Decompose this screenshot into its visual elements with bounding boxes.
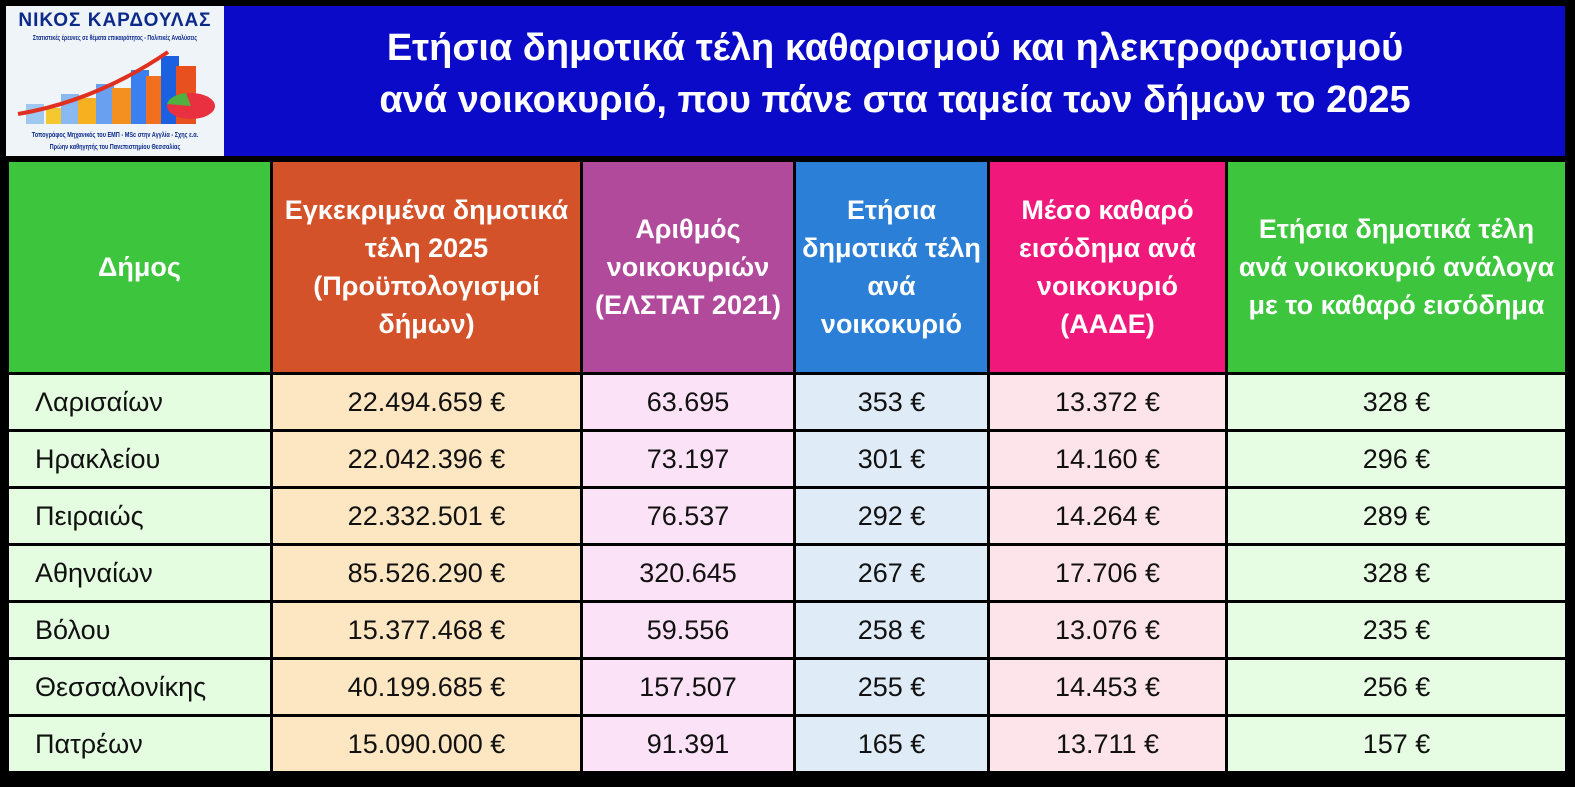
- value-cell: 40.199.685 €: [270, 657, 583, 717]
- logo-line-1: Τοπογράφος Μηχανικός του ΕΜΠ - MSc στην …: [31, 130, 199, 139]
- value-cell: 13.372 €: [987, 372, 1228, 432]
- municipality-cell: Πατρέων: [6, 714, 273, 774]
- value-cell: 296 €: [1225, 429, 1568, 489]
- value-cell: 235 €: [1225, 600, 1568, 660]
- value-cell: 14.160 €: [987, 429, 1228, 489]
- value-cell: 22.042.396 €: [270, 429, 583, 489]
- value-cell: 73.197: [580, 429, 796, 489]
- value-cell: 258 €: [793, 600, 990, 660]
- value-cell: 59.556: [580, 600, 796, 660]
- municipality-cell: Αθηναίων: [6, 543, 273, 603]
- value-cell: 14.453 €: [987, 657, 1228, 717]
- logo-name: ΝΙΚΟΣ ΚΑΡΔΟΥΛΑΣ: [18, 10, 212, 31]
- table-row: Βόλου 15.377.468 €59.556 258 €13.076 €235 …: [6, 600, 1568, 660]
- value-cell: 157.507: [580, 657, 796, 717]
- value-cell: 91.391: [580, 714, 796, 774]
- value-cell: 157 €: [1225, 714, 1568, 774]
- value-cell: 267 €: [793, 543, 990, 603]
- title-banner: [6, 6, 1565, 156]
- value-cell: 328 €: [1225, 372, 1568, 432]
- table-row: Ηρακλείου 22.042.396 €73.197 301 €14.160 €…: [6, 429, 1568, 489]
- title-line-2: ανά νοικοκυριό, που πάνε στα ταμεία των …: [379, 79, 1411, 121]
- value-cell: 301 €: [793, 429, 990, 489]
- logo-line-2: Πρώην καθηγητής του Πανεπιστημίου Θεσσαλ…: [49, 142, 181, 151]
- value-cell: 165 €: [793, 714, 990, 774]
- value-cell: 353 €: [793, 372, 990, 432]
- municipality-cell: Λαρισαίων: [6, 372, 273, 432]
- value-cell: 14.264 €: [987, 486, 1228, 546]
- table-row: Πατρέων 15.090.000 €91.391 165 €13.711 €15…: [6, 714, 1568, 774]
- value-cell: 15.090.000 €: [270, 714, 583, 774]
- table-row: Πειραιώς 22.332.501 €76.537 292 €14.264 €2…: [6, 486, 1568, 546]
- value-cell: 22.332.501 €: [270, 486, 583, 546]
- column-header: Μέσο καθαρό εισόδημα ανά νοικοκυριό (ΑΑΔ…: [987, 159, 1228, 375]
- value-cell: 13.711 €: [987, 714, 1228, 774]
- column-header: Δήμος: [6, 159, 273, 375]
- value-cell: 85.526.290 €: [270, 543, 583, 603]
- column-header: Ετήσια δημοτικά τέλη ανά νοικοκυριό: [793, 159, 990, 375]
- value-cell: 17.706 €: [987, 543, 1228, 603]
- chart-graphic-icon: [17, 50, 215, 124]
- logo-subtitle: Στατιστικές έρευνες σε θέματα επικαιρότη…: [32, 35, 198, 42]
- data-table: Δήμος Εγκεκριμένα δημοτικά τέλη 2025 (Προ…: [6, 159, 1568, 774]
- value-cell: 255 €: [793, 657, 990, 717]
- municipality-cell: Πειραιώς: [6, 486, 273, 546]
- municipality-cell: Βόλου: [6, 600, 273, 660]
- value-cell: 289 €: [1225, 486, 1568, 546]
- title-line-1: Ετήσια δημοτικά τέλη καθαρισμού και ηλεκ…: [386, 27, 1404, 69]
- table-row: Λαρισαίων 22.494.659 €63.695 353 €13.372 €…: [6, 372, 1568, 432]
- value-cell: 256 €: [1225, 657, 1568, 717]
- value-cell: 13.076 €: [987, 600, 1228, 660]
- value-cell: 63.695: [580, 372, 796, 432]
- value-cell: 15.377.468 €: [270, 600, 583, 660]
- page-title: Ετήσια δημοτικά τέλη καθαρισμού και ηλεκ…: [230, 22, 1560, 126]
- column-header: Αριθμός νοικοκυριών (ΕΛΣΤΑΤ 2021): [580, 159, 796, 375]
- value-cell: 320.645: [580, 543, 796, 603]
- logo: ΝΙΚΟΣ ΚΑΡΔΟΥΛΑΣ Στατιστικές έρευνες σε θ…: [6, 6, 224, 156]
- value-cell: 76.537: [580, 486, 796, 546]
- value-cell: 292 €: [793, 486, 990, 546]
- table-row: Αθηναίων 85.526.290 €320.645 267 €17.706 €…: [6, 543, 1568, 603]
- header-row: Δήμος Εγκεκριμένα δημοτικά τέλη 2025 (Προ…: [6, 159, 1568, 375]
- table-row: Θεσσαλονίκης 40.199.685 €157.507 255 €14.4…: [6, 657, 1568, 717]
- value-cell: 22.494.659 €: [270, 372, 583, 432]
- municipality-cell: Θεσσαλονίκης: [6, 657, 273, 717]
- municipality-cell: Ηρακλείου: [6, 429, 273, 489]
- value-cell: 328 €: [1225, 543, 1568, 603]
- column-header: Ετήσια δημοτικά τέλη ανά νοικοκυριό ανάλ…: [1225, 159, 1568, 375]
- column-header: Εγκεκριμένα δημοτικά τέλη 2025 (Προϋπολο…: [270, 159, 583, 375]
